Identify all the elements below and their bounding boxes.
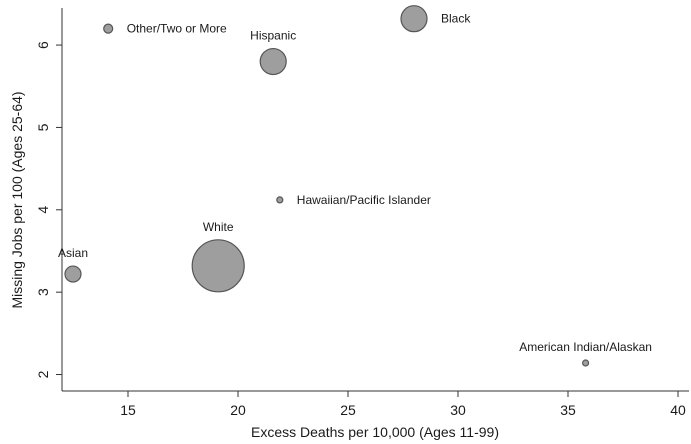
data-point — [191, 239, 245, 293]
points: Other/Two or More Hispanic Black Hawaiian/P… — [58, 5, 652, 367]
data-point — [64, 265, 82, 283]
point-label: White — [203, 220, 234, 234]
x-axis-title: Excess Deaths per 10,000 (Ages 11-99) — [251, 424, 499, 440]
data-point — [581, 359, 590, 367]
x-tick-label: 20 — [230, 402, 246, 418]
y-tick-label: 2 — [35, 370, 51, 378]
y-axis-title: Missing Jobs per 100 (Ages 25-64) — [9, 91, 25, 308]
point-label: Hawaiian/Pacific Islander — [297, 193, 431, 207]
y-tick-label: 4 — [35, 206, 51, 214]
point-label: Hispanic — [250, 29, 296, 43]
x-tick-label: 40 — [670, 402, 686, 418]
x-tick-label: 35 — [560, 402, 576, 418]
data-point — [400, 5, 428, 33]
x-tick-label: 15 — [120, 402, 136, 418]
data-point — [276, 196, 284, 204]
point-label: Asian — [58, 246, 88, 260]
point-label: Black — [441, 12, 471, 26]
y-tick-label: 5 — [35, 123, 51, 131]
data-point — [103, 23, 114, 34]
y-tick-label: 6 — [35, 41, 51, 49]
point-label: American Indian/Alaskan — [519, 340, 652, 354]
x-tick-label: 30 — [450, 402, 466, 418]
x-tick-label: 25 — [340, 402, 356, 418]
y-tick-label: 3 — [35, 288, 51, 296]
ticks: 15 20 25 30 35 40 2 3 4 5 6 — [35, 41, 686, 418]
data-point — [259, 47, 287, 76]
axes — [61, 8, 689, 392]
point-label: Other/Two or More — [127, 22, 227, 36]
